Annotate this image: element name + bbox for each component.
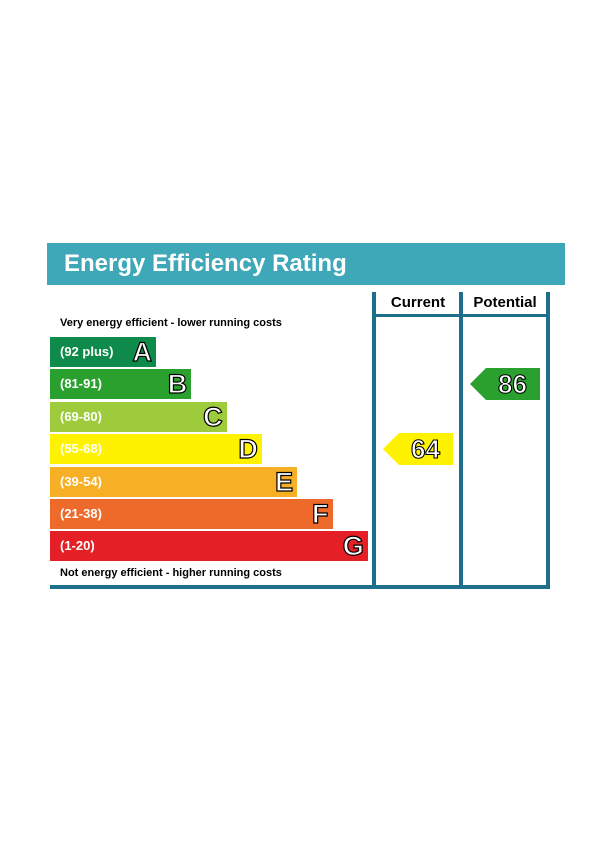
band-letter-label: D xyxy=(238,434,259,465)
rating-band-e: (39-54) E xyxy=(50,466,298,497)
rating-band-d: (55-68) D xyxy=(50,434,262,465)
rating-band-g: (1-20) G xyxy=(50,531,368,562)
band-range-label: (55-68) xyxy=(60,441,102,457)
band-range-label: (21-38) xyxy=(60,506,102,521)
rating-band-b: (81-91) B xyxy=(50,369,192,400)
current-column-left-line xyxy=(372,292,376,588)
rating-band-f: (21-38) F xyxy=(50,498,333,530)
band-range-label: (69-80) xyxy=(60,408,102,424)
potential-column-right-line xyxy=(546,292,550,588)
band-range-label: (39-54) xyxy=(60,473,102,489)
band-range-label: (81-91) xyxy=(60,376,102,392)
rating-band-c: (69-80) C xyxy=(50,401,227,432)
potential-column-header: Potential xyxy=(473,294,537,311)
current-column-right-line xyxy=(459,292,463,588)
potential-rating-pointer: 86 xyxy=(469,368,540,401)
band-letter-label: E xyxy=(275,466,294,497)
rating-band-a: (92 plus) A xyxy=(50,336,156,368)
potential-pointer-shape xyxy=(469,368,540,401)
band-letter-label: A xyxy=(132,336,153,367)
bottom-note: Not energy efficient - higher running co… xyxy=(60,567,282,579)
band-range-label: (92 plus) xyxy=(60,344,114,359)
chart-bottom-line xyxy=(50,585,550,589)
top-note: Very energy efficient - lower running co… xyxy=(60,317,282,329)
band-letter-label: G xyxy=(342,531,364,562)
current-rating-pointer: 64 xyxy=(382,433,453,466)
band-letter-label: B xyxy=(167,369,188,400)
current-pointer-shape xyxy=(382,433,453,466)
chart-title: Energy Efficiency Rating xyxy=(64,250,347,277)
current-rating-value: 64 xyxy=(410,434,440,465)
band-letter-label: F xyxy=(311,498,329,529)
title-bar: Energy Efficiency Rating xyxy=(47,243,565,285)
column-header-underline xyxy=(376,314,546,317)
potential-rating-value: 86 xyxy=(497,369,527,400)
current-column-header: Current xyxy=(390,294,446,311)
band-letter-label: C xyxy=(203,401,224,432)
band-range-label: (1-20) xyxy=(60,538,95,554)
